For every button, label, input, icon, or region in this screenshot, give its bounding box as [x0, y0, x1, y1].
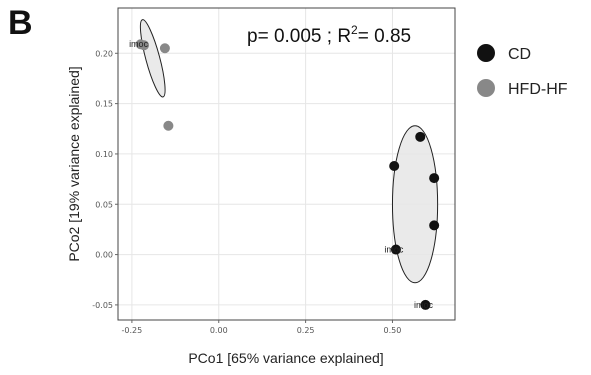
panel-label: B: [8, 4, 33, 42]
y-tick-label: 0.05: [95, 200, 113, 209]
point-hfd-hf: [163, 120, 174, 131]
stat-annotation: p= 0.005 ; R2= 0.85: [247, 23, 411, 47]
x-tick-label: 0.25: [297, 326, 315, 335]
legend-label: HFD-HF: [508, 81, 568, 98]
axis-ticks: -0.25 0.00 0.25 0.50 -0.05 0.00 0.05 0.10 0.15 0.…: [92, 49, 401, 335]
point-hfd-hf: [139, 40, 150, 51]
legend: CD HFD-HF: [477, 44, 568, 98]
stat-r2-superscript: 2: [351, 23, 358, 37]
y-tick-label: 0.20: [95, 49, 113, 58]
point-cd: [389, 161, 400, 172]
ellipse-cd: [391, 125, 439, 284]
point-hfd-hf: [159, 43, 170, 54]
plot-frame: [117, 7, 456, 321]
stat-p-text: p= 0.005 ; R: [247, 26, 351, 47]
x-axis-title: PCo1 [65% variance explained]: [188, 350, 383, 366]
point-cd: [429, 220, 440, 231]
point-cd: [415, 131, 426, 142]
x-tick-label: -0.25: [122, 326, 143, 335]
y-tick-label: -0.05: [92, 301, 113, 310]
confidence-ellipses: [139, 19, 439, 284]
legend-label: CD: [508, 46, 531, 63]
point-label: imoc: [129, 39, 149, 49]
y-tick-label: 0.00: [95, 251, 113, 260]
x-tick-label: 0.50: [384, 326, 402, 335]
point-cd: [420, 299, 431, 310]
point-labels: imoc imoc imoc: [129, 39, 433, 310]
ellipse-hfd-hf: [139, 19, 166, 98]
y-tick-label: 0.15: [95, 100, 113, 109]
point-cd: [429, 173, 440, 184]
y-tick-label: 0.10: [95, 150, 113, 159]
legend-swatch-cd: [477, 44, 495, 62]
x-tick-label: 0.00: [210, 326, 228, 335]
point-label: imoc: [414, 300, 434, 310]
legend-swatch-hfd-hf: [477, 79, 495, 97]
stat-r2-text: = 0.85: [358, 26, 411, 47]
data-points: [135, 39, 440, 310]
point-cd: [390, 244, 401, 255]
point-label: imoc: [384, 245, 404, 255]
y-axis-title: PCo2 [19% variance explained]: [66, 66, 82, 261]
